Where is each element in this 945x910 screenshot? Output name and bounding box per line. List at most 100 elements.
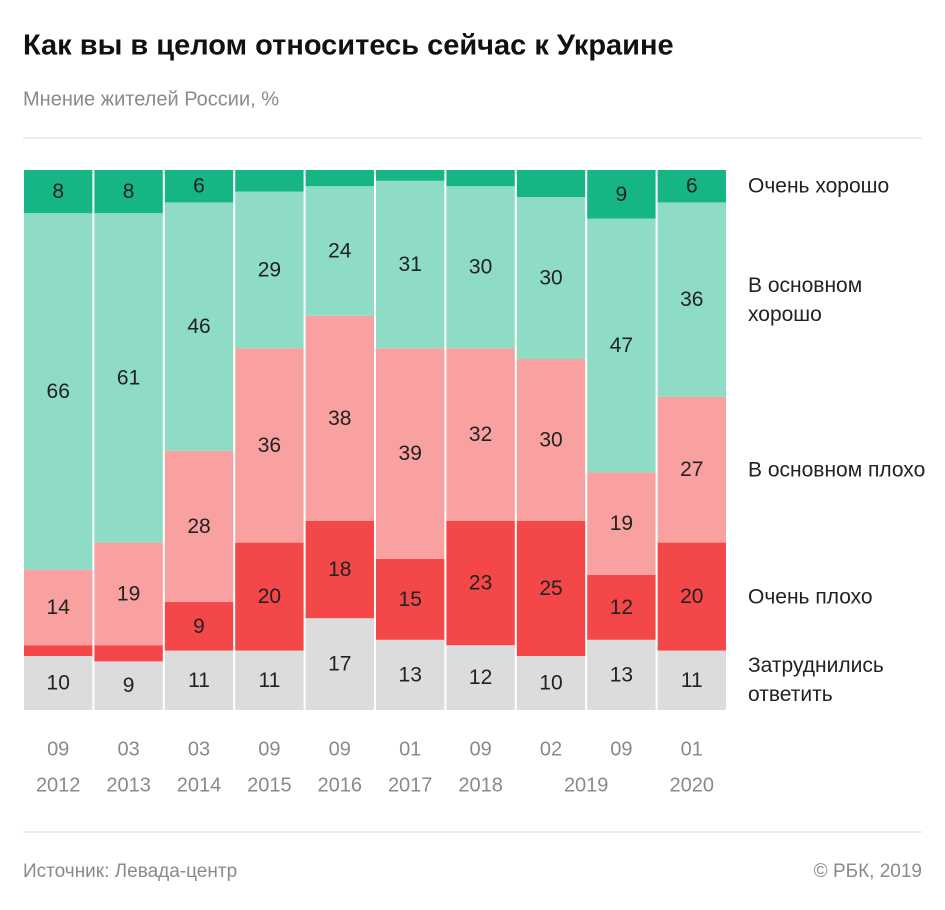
value-label: 12 <box>610 596 633 619</box>
bar-segment <box>164 602 234 651</box>
bar-segment <box>235 170 304 192</box>
x-tick-label: 09 <box>258 738 280 760</box>
source: Источник: Левада-центр <box>23 861 237 882</box>
x-tick-year: 2019 <box>564 774 609 796</box>
bar-segment <box>24 213 93 570</box>
value-label: 6 <box>193 175 205 198</box>
bar-segment <box>657 396 726 543</box>
x-tick-year: 2013 <box>106 774 151 796</box>
bar-segment <box>657 170 726 203</box>
value-label: 24 <box>328 240 352 263</box>
bar-segment <box>516 521 586 656</box>
value-label: 19 <box>117 582 140 605</box>
bar-segment <box>235 542 304 651</box>
value-label: 36 <box>258 434 281 457</box>
bar-segment <box>657 650 726 710</box>
x-tick-year: 2018 <box>458 774 503 796</box>
legend-label: В основном плохо <box>748 458 926 482</box>
x-tick-year: 2012 <box>36 774 81 796</box>
value-label: 29 <box>258 258 281 281</box>
bar-segment <box>235 650 304 710</box>
bar-segment <box>305 170 374 187</box>
value-label: 9 <box>193 615 205 638</box>
x-tick-label: 01 <box>681 738 703 760</box>
bar-segment <box>657 202 726 397</box>
value-label: 28 <box>187 515 210 538</box>
value-label: 20 <box>680 585 703 608</box>
value-label: 20 <box>258 585 281 608</box>
value-label: 8 <box>123 180 135 203</box>
bar-segment <box>587 218 656 473</box>
x-tick-label: 09 <box>610 738 632 760</box>
bar-segment <box>376 348 445 559</box>
x-tick-year: 2017 <box>388 774 433 796</box>
bar-segment <box>587 639 656 710</box>
bar-segment <box>516 359 586 521</box>
value-label: 23 <box>469 572 492 595</box>
chart-title: Как вы в целом относитесь сейчас к Украи… <box>23 30 674 62</box>
value-label: 31 <box>399 253 422 276</box>
bar-segment <box>24 656 93 710</box>
bar-segment <box>94 213 163 543</box>
value-label: 19 <box>610 512 633 535</box>
bar-segment <box>516 170 586 197</box>
bar-segment <box>446 645 515 710</box>
bar-segment <box>94 645 163 662</box>
value-label: 9 <box>123 674 135 697</box>
value-label: 11 <box>188 669 210 692</box>
bar-segment <box>587 472 656 575</box>
bar-segment <box>516 197 586 359</box>
chart-subtitle: Мнение жителей России, % <box>23 88 279 110</box>
bar-segment <box>164 202 234 451</box>
bar-segment <box>376 639 445 710</box>
value-label: 25 <box>539 577 562 600</box>
bar-segment <box>235 191 304 349</box>
value-label: 10 <box>47 672 70 695</box>
value-label: 32 <box>469 423 492 446</box>
value-label: 46 <box>187 315 210 338</box>
bar-segment <box>24 645 93 656</box>
bar-segment <box>587 170 656 219</box>
value-label: 38 <box>328 407 351 430</box>
x-tick-label: 02 <box>540 738 562 760</box>
bar-segment <box>587 575 656 640</box>
value-label: 36 <box>680 288 703 311</box>
bar-segment <box>305 315 374 521</box>
bar-segment <box>305 186 374 316</box>
bar-segment <box>94 542 163 646</box>
bar-segment <box>235 348 304 543</box>
value-label: 39 <box>399 442 422 465</box>
x-tick-label: 09 <box>469 738 491 760</box>
x-tick-label: 03 <box>117 738 139 760</box>
bar-segment <box>94 170 163 214</box>
value-label: 17 <box>328 653 351 676</box>
copyright: © РБК, 2019 <box>814 861 922 882</box>
bar-segment <box>446 186 515 349</box>
x-tick-label: 09 <box>329 738 351 760</box>
x-tick-year: 2015 <box>247 774 292 796</box>
value-label: 61 <box>117 366 140 389</box>
bar-segment <box>446 521 515 646</box>
bar-segment <box>657 542 726 651</box>
bar-segment <box>516 656 586 710</box>
value-label: 11 <box>681 669 703 692</box>
bar-segment <box>24 170 93 214</box>
x-tick-year: 2020 <box>670 774 715 796</box>
value-label: 18 <box>328 558 351 581</box>
x-tick-year: 2016 <box>318 774 363 796</box>
bar-segment <box>305 521 374 619</box>
bar-segment <box>164 450 234 602</box>
value-label: 27 <box>680 458 703 481</box>
bar-segment <box>24 569 93 646</box>
bar-segment <box>376 558 445 640</box>
bar-segment <box>94 661 163 710</box>
legend-label: Затруднились ответить <box>748 654 884 707</box>
bar-segment <box>164 170 234 203</box>
value-label: 9 <box>616 183 628 206</box>
bar-segment <box>446 348 515 521</box>
bar-segment <box>305 618 374 710</box>
value-label: 11 <box>258 669 280 692</box>
value-label: 66 <box>47 380 70 403</box>
